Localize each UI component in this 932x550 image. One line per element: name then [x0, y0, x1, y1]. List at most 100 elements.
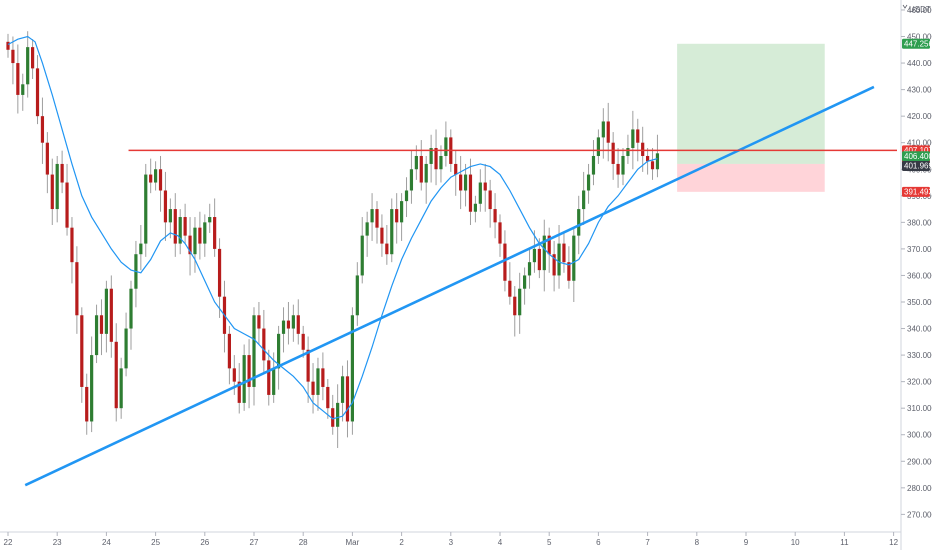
time-axis[interactable]: 22 23 24 25 26 27 28 Mar 2 3 4 5 6 7 8 9 10 11 12 — [0, 531, 901, 547]
candle-body — [503, 243, 507, 281]
candle-body — [567, 262, 571, 281]
candle-body — [493, 209, 497, 223]
candle-body — [35, 68, 40, 117]
y-tick-label: 290.000 — [907, 457, 932, 466]
candle-body — [577, 209, 581, 236]
candle-body — [636, 129, 640, 143]
candle-body — [232, 368, 236, 382]
candle-body — [395, 209, 399, 223]
candle-body — [11, 49, 15, 64]
candle-body — [31, 47, 35, 69]
candle-body — [217, 248, 222, 297]
candle-body — [409, 169, 414, 191]
y-tick-label: 410.000 — [907, 139, 932, 148]
x-tick-label: 7 — [645, 538, 650, 547]
candle-body — [277, 333, 281, 369]
y-axis-ticks: 270.000 280.000 290.000 300.000 310.000 320.0… — [901, 6, 932, 519]
candle-body — [40, 116, 45, 143]
candle-body — [306, 349, 310, 382]
y-tick-label: 380.000 — [907, 218, 932, 227]
price-axis[interactable]: USDT 270.000 280.000 290.000 300.000 310.000… — [900, 0, 932, 550]
candle-body — [621, 155, 625, 175]
candle-body — [262, 328, 266, 361]
candle-body — [606, 121, 610, 143]
candle-body — [582, 190, 586, 210]
candle-body — [532, 248, 537, 263]
candle-body — [16, 63, 20, 95]
candle-body — [213, 217, 217, 249]
candle-body — [26, 47, 30, 85]
candle-body — [237, 381, 241, 403]
candle-body — [90, 355, 94, 422]
candle-body — [227, 333, 231, 369]
candle-body — [65, 182, 69, 228]
candle-body — [242, 355, 246, 403]
x-tick-label: 28 — [299, 538, 308, 547]
candle-body — [419, 155, 423, 183]
candle-body — [163, 190, 168, 223]
candle-body — [311, 381, 315, 395]
candle-body — [365, 222, 369, 236]
price-tag — [902, 186, 930, 197]
candle-body — [286, 320, 291, 329]
candle-body — [655, 153, 660, 170]
x-tick-label: Mar — [346, 538, 360, 547]
y-tick-label: 450.000 — [907, 33, 932, 42]
currency-chevron-icon[interactable] — [902, 4, 908, 9]
candle-body — [272, 368, 276, 395]
candle-body — [463, 174, 468, 191]
x-tick-label: 5 — [547, 538, 552, 547]
candle-body — [527, 262, 532, 276]
candle-body — [434, 148, 438, 170]
y-tick-label: 310.000 — [907, 404, 932, 413]
candle-body — [188, 235, 192, 255]
price-tag-label: 391.493 — [904, 187, 932, 196]
price-tag-label: 407.107 — [904, 146, 932, 155]
candle-body — [80, 315, 84, 387]
trendline[interactable] — [24, 85, 875, 487]
moving-average-line — [7, 35, 658, 420]
candle-body — [198, 227, 202, 244]
candles-layer — [6, 31, 660, 449]
y-tick-label: 440.000 — [907, 59, 932, 68]
candle-body — [375, 209, 379, 228]
candle-body — [178, 217, 182, 244]
candle-body — [429, 148, 433, 164]
y-tick-label: 350.000 — [907, 298, 932, 307]
candle-body — [154, 169, 158, 183]
candle-body — [360, 235, 364, 276]
y-tick-label: 360.000 — [907, 271, 932, 280]
x-tick-label: 23 — [53, 538, 62, 547]
x-tick-label: 3 — [449, 538, 454, 547]
price-tag — [902, 161, 930, 172]
candle-body — [468, 174, 473, 212]
x-tick-label: 12 — [889, 538, 898, 547]
candle-body — [641, 142, 645, 156]
candle-body — [99, 315, 104, 334]
y-tick-label: 270.000 — [907, 510, 932, 519]
candle-body — [616, 163, 620, 175]
candle-body — [400, 201, 404, 223]
x-tick-label: 27 — [250, 538, 259, 547]
price-tag-label: 447.256 — [904, 39, 932, 48]
x-tick-label: 11 — [840, 538, 849, 547]
candle-body — [370, 209, 374, 223]
x-tick-label: 4 — [498, 538, 503, 547]
candle-body — [247, 355, 251, 387]
candle-body — [158, 169, 163, 191]
candle-body — [345, 376, 350, 422]
x-tick-label: 22 — [4, 538, 13, 547]
candle-body — [518, 288, 522, 316]
candle-body — [459, 174, 463, 191]
candle-body — [404, 190, 409, 202]
candle-body — [203, 222, 207, 244]
candle-body — [340, 376, 345, 403]
candle-body — [281, 320, 286, 334]
x-tick-label: 24 — [102, 538, 111, 547]
candle-body — [45, 142, 49, 175]
candle-body — [291, 315, 295, 329]
candle-body — [488, 190, 492, 210]
candle-body — [572, 235, 576, 281]
